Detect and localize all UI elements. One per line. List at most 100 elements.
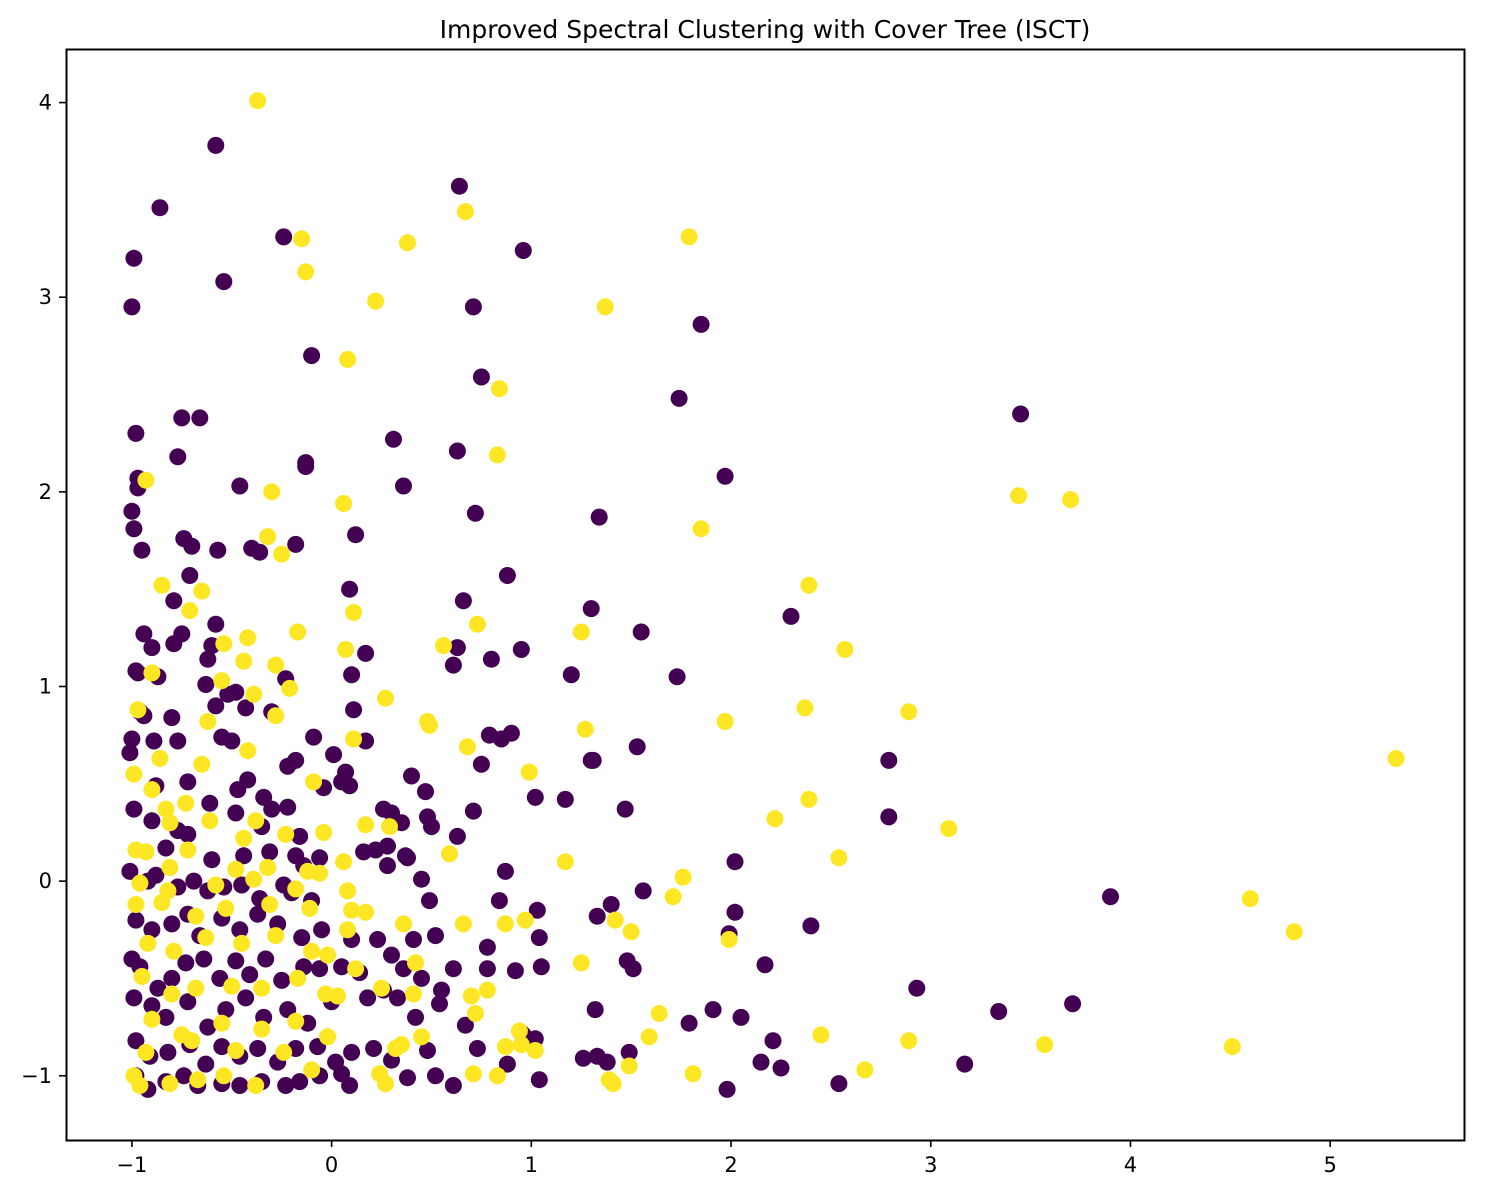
- data-point: [726, 903, 744, 921]
- data-point: [379, 837, 396, 855]
- data-point: [151, 750, 169, 767]
- data-point: [259, 859, 277, 876]
- data-point: [441, 845, 458, 863]
- data-point: [301, 899, 319, 917]
- data-point: [193, 582, 211, 600]
- data-point: [716, 467, 734, 485]
- data-point: [1036, 1036, 1054, 1054]
- series-1: [125, 92, 1405, 1094]
- y-tick-label: 0: [39, 869, 52, 893]
- data-point: [143, 781, 161, 799]
- data-point: [183, 1032, 201, 1050]
- data-point: [341, 777, 359, 795]
- x-tick-label: 4: [1124, 1153, 1137, 1177]
- data-point: [456, 203, 474, 221]
- data-point: [325, 746, 343, 764]
- data-point: [423, 818, 440, 836]
- data-point: [1012, 405, 1030, 423]
- data-point: [464, 298, 482, 316]
- data-point: [782, 607, 800, 625]
- data-point: [337, 641, 355, 658]
- data-point: [498, 1055, 516, 1073]
- data-point: [215, 635, 233, 653]
- data-point: [137, 471, 155, 489]
- data-point: [267, 656, 285, 674]
- data-point: [341, 1077, 359, 1094]
- data-point: [407, 954, 424, 972]
- data-point: [488, 1067, 506, 1085]
- data-point: [143, 664, 161, 682]
- data-point: [253, 979, 271, 997]
- data-point: [1223, 1038, 1241, 1056]
- data-point: [207, 136, 225, 154]
- data-point: [343, 1043, 361, 1061]
- data-point: [235, 847, 253, 865]
- x-tick-label: −1: [116, 1153, 147, 1177]
- data-point: [556, 853, 574, 871]
- data-point: [173, 409, 191, 427]
- data-point: [520, 763, 538, 781]
- data-point: [249, 92, 267, 110]
- data-point: [195, 950, 213, 968]
- data-point: [199, 1018, 217, 1036]
- data-point: [293, 929, 311, 947]
- data-point: [287, 880, 305, 898]
- data-point: [732, 1008, 750, 1026]
- data-point: [213, 672, 231, 690]
- data-point: [1064, 995, 1082, 1013]
- data-point: [680, 1014, 698, 1032]
- data-point: [421, 892, 438, 910]
- data-point: [572, 954, 590, 972]
- data-point: [161, 1075, 179, 1093]
- data-point: [427, 1067, 444, 1085]
- data-point: [634, 882, 652, 900]
- data-point: [177, 954, 195, 972]
- data-point: [125, 520, 143, 538]
- data-point: [319, 946, 337, 964]
- data-point: [227, 952, 245, 970]
- data-point: [399, 234, 416, 252]
- data-point: [1285, 923, 1303, 941]
- data-point: [277, 1077, 295, 1094]
- data-point: [231, 921, 249, 939]
- data-point: [253, 1020, 271, 1038]
- data-point: [287, 1012, 305, 1030]
- data-point: [668, 668, 686, 686]
- data-point: [125, 765, 143, 783]
- data-point: [245, 685, 263, 703]
- data-point: [211, 969, 229, 987]
- data-point: [680, 228, 698, 246]
- data-point: [273, 545, 291, 563]
- data-point: [399, 1069, 416, 1087]
- data-point: [339, 351, 357, 368]
- data-point: [556, 790, 574, 808]
- data-point: [478, 960, 496, 978]
- data-point: [367, 292, 385, 310]
- data-point: [435, 637, 452, 655]
- data-point: [413, 969, 430, 987]
- data-point: [800, 576, 818, 594]
- data-point: [444, 960, 462, 978]
- data-point: [433, 981, 450, 999]
- data-point: [488, 446, 506, 464]
- data-point: [856, 1061, 874, 1079]
- data-point: [333, 958, 351, 976]
- data-point: [335, 853, 353, 871]
- data-point: [395, 915, 412, 933]
- data-point: [165, 592, 183, 610]
- data-point: [526, 1030, 544, 1048]
- data-point: [456, 1016, 474, 1034]
- data-point: [143, 812, 161, 830]
- data-point: [125, 989, 143, 1007]
- data-point: [628, 738, 646, 756]
- data-point: [900, 1032, 918, 1050]
- data-point: [185, 872, 203, 890]
- y-tick-label: 4: [39, 91, 52, 115]
- data-point: [337, 763, 355, 781]
- data-point: [444, 656, 462, 674]
- data-point: [664, 888, 682, 906]
- data-point: [127, 896, 145, 913]
- x-tick-label: 5: [1324, 1153, 1337, 1177]
- data-point: [247, 812, 265, 830]
